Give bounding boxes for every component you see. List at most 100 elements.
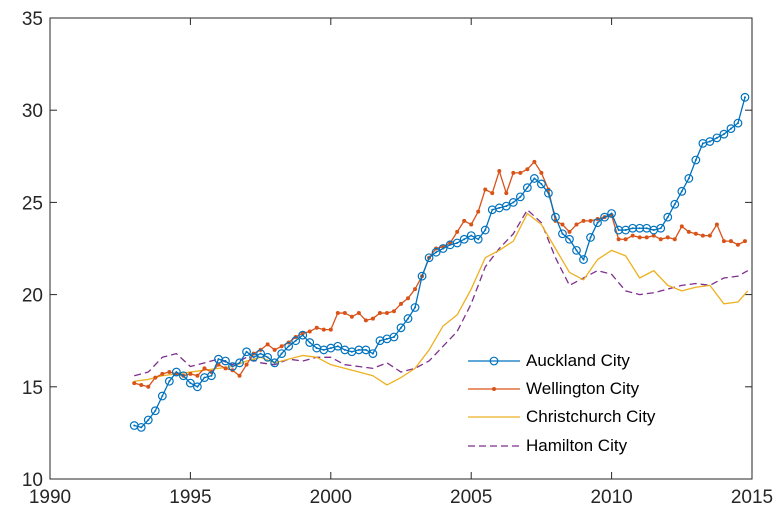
auckland-city-marker-dot	[154, 409, 157, 412]
wellington-city-marker	[146, 384, 151, 389]
auckland-city-marker-dot	[322, 348, 325, 351]
auckland-city-marker-dot	[491, 208, 494, 211]
auckland-city-marker	[544, 188, 553, 198]
auckland-city-marker	[207, 371, 216, 381]
auckland-city-marker	[424, 253, 434, 263]
auckland-city-marker	[670, 199, 680, 209]
auckland-city-marker-dot	[687, 177, 690, 180]
auckland-city-marker	[565, 234, 574, 244]
auckland-city-marker	[733, 118, 743, 128]
auckland-city-marker	[193, 382, 202, 392]
wellington-city-marker	[314, 325, 319, 330]
wellington-city-marker	[532, 159, 537, 164]
auckland-city-marker-dot	[385, 337, 388, 340]
auckland-city-marker	[691, 155, 701, 165]
auckland-city-marker-dot	[259, 352, 262, 355]
auckland-city-marker	[515, 192, 525, 202]
wellington-city-marker	[714, 222, 719, 227]
auckland-city-marker-dot	[147, 418, 150, 421]
auckland-city-marker-dot	[708, 140, 711, 143]
wellington-city-marker	[160, 371, 165, 376]
x-tick-label-2005: 2005	[450, 487, 492, 508]
wellington-city-marker	[742, 239, 747, 244]
series-hamilton-city	[134, 209, 749, 377]
auckland-city-marker-dot	[421, 275, 424, 278]
auckland-city-marker-dot	[575, 249, 578, 252]
wellington-city-marker	[658, 237, 663, 242]
auckland-city-marker-dot	[280, 352, 283, 355]
auckland-city-marker-dot	[308, 341, 311, 344]
wellington-city-marker	[525, 167, 530, 172]
wellington-city-marker	[300, 331, 305, 336]
wellington-city-marker	[413, 287, 418, 292]
auckland-city-marker	[438, 244, 448, 253]
wellington-city-marker	[462, 218, 467, 223]
x-tick-label-2000: 2000	[310, 487, 352, 508]
hamilton-city-line	[134, 209, 749, 377]
wellington-city-marker	[265, 342, 270, 347]
wellington-city-marker	[574, 222, 579, 227]
series-layer	[129, 92, 750, 432]
auckland-city-marker	[551, 212, 560, 222]
wellington-city-marker	[188, 371, 193, 376]
auckland-city-marker-dot	[336, 345, 339, 348]
wellington-city-marker	[244, 362, 249, 367]
auckland-city-marker-dot	[715, 136, 718, 139]
wellington-city-marker	[560, 222, 565, 227]
auckland-city-marker	[719, 129, 729, 139]
auckland-city-marker	[558, 229, 567, 239]
x-tick-labels: 1990 1995 2000 2005 2010 2015	[29, 487, 773, 508]
auckland-city-marker-dot	[189, 382, 192, 385]
auckland-city-marker-dot	[252, 356, 255, 359]
legend-label-wellington: Wellington City	[526, 379, 640, 398]
auckland-city-marker-dot	[561, 232, 564, 235]
auckland-city-marker	[263, 352, 273, 362]
auckland-city-marker-dot	[315, 347, 318, 350]
auckland-city-marker	[249, 352, 258, 362]
auckland-city-marker-dot	[666, 216, 669, 219]
auckland-city-marker-dot	[589, 236, 592, 239]
auckland-city-marker-dot	[371, 352, 374, 355]
auckland-city-marker	[600, 212, 609, 222]
wellington-city-marker	[693, 231, 698, 236]
wellington-city-marker	[356, 311, 361, 316]
wellington-city-marker	[370, 316, 375, 321]
legend-label-hamilton: Hamilton City	[526, 436, 628, 455]
auckland-city-marker-dot	[484, 229, 487, 232]
auckland-city-marker-dot	[568, 238, 571, 241]
auckland-city-marker	[171, 367, 181, 377]
wellington-city-marker	[216, 362, 221, 367]
auckland-city-marker	[593, 218, 602, 228]
auckland-city-marker	[185, 378, 195, 388]
auckland-city-marker-dot	[407, 317, 410, 320]
wellington-city-marker	[483, 187, 488, 192]
auckland-city-marker-dot	[378, 339, 381, 342]
legend-label-christchurch: Christchurch City	[526, 407, 656, 426]
wellington-city-marker	[637, 235, 642, 240]
wellington-city-marker	[455, 229, 460, 234]
auckland-city-marker-dot	[203, 376, 206, 379]
auckland-city-marker-dot	[701, 142, 704, 145]
auckland-city-marker-dot	[533, 177, 536, 180]
auckland-city-marker	[522, 183, 532, 193]
wellington-city-marker	[490, 191, 495, 196]
wellington-city-marker	[672, 237, 677, 242]
auckland-city-marker-dot	[582, 258, 585, 261]
auckland-city-marker-dot	[428, 256, 431, 259]
auckland-city-marker-dot	[140, 426, 143, 429]
auckland-city-marker	[270, 358, 280, 368]
auckland-city-marker	[417, 271, 427, 281]
wellington-city-marker	[518, 170, 523, 175]
wellington-city-marker	[588, 218, 593, 223]
auckland-city-marker	[291, 336, 301, 346]
auckland-city-marker-dot	[470, 234, 473, 237]
wellington-city-marker	[202, 366, 207, 371]
auckland-city-marker-dot	[294, 339, 297, 342]
x-tick-label-1990: 1990	[29, 487, 71, 508]
auckland-city-marker	[157, 391, 167, 401]
wellington-city-marker	[307, 329, 312, 334]
auckland-city-marker	[452, 238, 462, 248]
auckland-city-marker	[579, 255, 588, 264]
wellington-city-marker	[665, 235, 670, 240]
